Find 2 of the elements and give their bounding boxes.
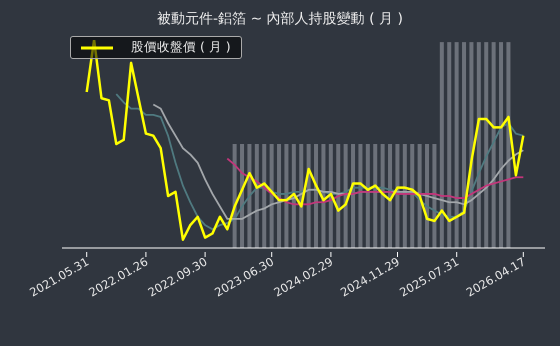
chart-title: 被動元件-鋁箔 ~ 內部人持股變動 ( 月 ) — [156, 10, 404, 28]
legend-label: 股價收盤價 ( 月 ) — [131, 39, 231, 56]
